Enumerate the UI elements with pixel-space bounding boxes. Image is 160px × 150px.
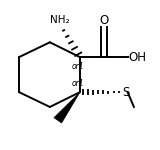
Text: O: O bbox=[99, 14, 108, 27]
Text: or1: or1 bbox=[72, 79, 85, 88]
Polygon shape bbox=[54, 92, 80, 123]
Text: S: S bbox=[122, 86, 129, 99]
Text: or1: or1 bbox=[72, 62, 85, 71]
Text: NH₂: NH₂ bbox=[50, 15, 69, 25]
Text: OH: OH bbox=[128, 51, 146, 64]
